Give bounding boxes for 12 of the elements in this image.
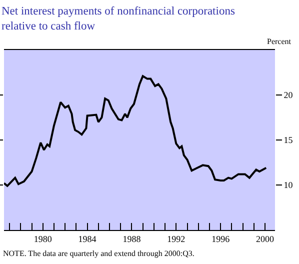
x-tick-label: 1980 xyxy=(34,234,52,244)
x-tick-label: 1992 xyxy=(167,234,186,244)
x-tick-label: 2000 xyxy=(256,234,274,244)
y-axis-title: Percent xyxy=(267,37,292,46)
x-tick-label: 1984 xyxy=(78,234,97,244)
text: NOTE. The data are quarterly and extend through 2000:Q3. xyxy=(3,249,194,258)
x-tick-label: 1988 xyxy=(122,234,142,244)
y-tick-label: 15 xyxy=(284,135,294,146)
y-tick-label: 10 xyxy=(284,180,294,190)
chart-title: Net interest payments of nonfinancial corporations relative to cash flow xyxy=(1,6,236,32)
y-tick-label: 20 xyxy=(284,90,294,100)
x-tick-label: 1996 xyxy=(212,234,230,244)
